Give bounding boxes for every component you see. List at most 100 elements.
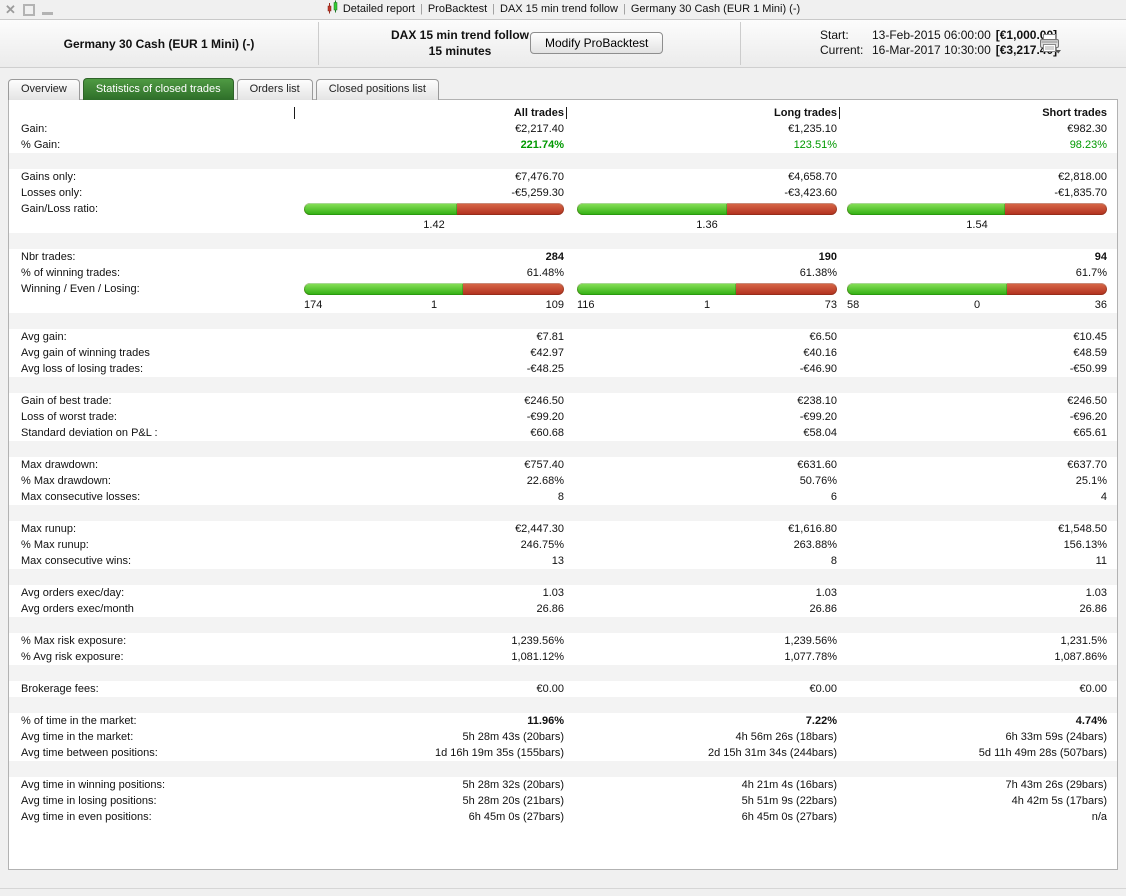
stat-value: €246.50 (524, 395, 564, 407)
stat-value: €631.60 (797, 459, 837, 471)
stat-label: Gain: (21, 123, 48, 135)
win-even-lose-values: 174 1 109 (304, 297, 564, 313)
stat-row: Avg orders exec/day: 1.03 1.03 1.03 (9, 585, 1117, 601)
modify-probacktest-button[interactable]: Modify ProBacktest (530, 32, 664, 54)
stat-value: 6h 45m 0s (27bars) (741, 811, 837, 823)
section-separator (9, 761, 1117, 777)
stat-row: % Gain: 221.74% 123.51% 98.23% (9, 137, 1117, 153)
bar-green-segment (847, 283, 1008, 295)
stat-value: €1,616.80 (788, 523, 837, 535)
stat-label: Max drawdown: (21, 459, 99, 471)
stats-section: Avg time in winning positions: 5h 28m 32s… (9, 777, 1117, 825)
stat-row: Losses only: -€5,259.30 -€3,423.60 -€1,835.… (9, 185, 1117, 201)
stat-value: -€46.90 (799, 363, 837, 375)
title-bar: ✕ Detailed report | ProBacktest | DAX 15 min… (0, 0, 1126, 20)
winning-count: 116 (577, 299, 595, 311)
stat-row: Max consecutive losses: 8 6 4 (9, 489, 1117, 505)
even-count: 1 (430, 299, 438, 311)
stat-value: 284 (545, 251, 564, 263)
stat-row: Loss of worst trade: -€99.20 -€99.20 -€96.2… (9, 409, 1117, 425)
stat-value: 11.96% (527, 715, 564, 727)
stat-row: Max consecutive wins: 13 8 11 (9, 553, 1117, 569)
section-separator (9, 233, 1117, 249)
header-divider (740, 22, 741, 65)
stat-value: 26.86 (1079, 603, 1107, 615)
even-count: 0 (973, 299, 981, 311)
candlestick-chart-icon (327, 0, 338, 14)
gain-loss-ratio-bar (847, 203, 1107, 215)
stat-row: Avg gain: €7.81 €6.50 €10.45 (9, 329, 1117, 345)
stat-value: 98.23% (1069, 139, 1107, 151)
column-divider-caret (839, 107, 840, 119)
current-label: Current: (820, 43, 864, 57)
stat-value: €982.30 (1067, 123, 1107, 135)
stat-value: 1,231.5% (1060, 635, 1107, 647)
stat-value: 25.1% (1075, 475, 1107, 487)
gain-loss-ratio-bar (577, 203, 837, 215)
stat-value: 1.03 (815, 587, 837, 599)
stat-value: 4 (1100, 491, 1107, 503)
stat-value: €48.59 (1073, 347, 1107, 359)
report-header: Germany 30 Cash (EUR 1 Mini) (-) DAX 15 … (0, 20, 1126, 68)
strategy-timeframe: 15 minutes (428, 44, 492, 58)
stat-label: Gain of best trade: (21, 395, 112, 407)
stats-section: Max runup: €2,447.30 €1,616.80 €1,548.50 % M… (9, 521, 1117, 569)
tab-orders-list[interactable]: Orders list (236, 79, 313, 100)
tab-closed-positions-list[interactable]: Closed positions list (315, 79, 439, 100)
stats-section: Max drawdown: €757.40 €631.60 €637.70 % Max … (9, 457, 1117, 505)
stat-label: % Max drawdown: (21, 475, 111, 487)
stat-value: €2,818.00 (1058, 171, 1107, 183)
tab-overview[interactable]: Overview (8, 79, 80, 100)
stat-row: Avg time in even positions: 6h 45m 0s (27… (9, 809, 1117, 825)
gain-loss-ratio-bar (304, 203, 564, 215)
start-row: Start: 13-Feb-2015 06:00:00 [€1,000.00] (820, 28, 1057, 43)
stats-section: Nbr trades: 284 190 94 % of winning trades: 6… (9, 249, 1117, 313)
stat-value: €7.81 (536, 331, 564, 343)
stat-label: Standard deviation on P&L : (21, 427, 158, 439)
print-icon[interactable] (1038, 34, 1062, 55)
stat-value: 7h 43m 26s (29bars) (1005, 779, 1108, 791)
stat-label: % Avg risk exposure: (21, 651, 124, 663)
win-even-lose-values: 116 1 73 (577, 297, 837, 313)
stats-section: Avg gain: €7.81 €6.50 €10.45 Avg gain of win… (9, 329, 1117, 377)
stat-value: 6h 33m 59s (24bars) (1005, 731, 1108, 743)
stat-row: Avg time in losing positions: 5h 28m 20s … (9, 793, 1117, 809)
stat-value: 94 (1094, 251, 1107, 263)
stat-value: -€50.99 (1069, 363, 1107, 375)
stat-label: Avg gain of winning trades (21, 347, 150, 359)
minimize-icon[interactable] (41, 12, 53, 15)
maximize-icon[interactable] (22, 3, 35, 16)
column-header: All trades (513, 107, 564, 119)
stat-value: 1.03 (1085, 587, 1107, 599)
stat-value: 26.86 (809, 603, 837, 615)
win-even-lose-bar (847, 283, 1107, 295)
stat-value: -€96.20 (1069, 411, 1107, 423)
tab-statistics-of-closed-trades[interactable]: Statistics of closed trades (82, 78, 234, 100)
stat-value: 1,239.56% (784, 635, 837, 647)
stat-label: % of winning trades: (21, 267, 121, 279)
stat-value: 2d 15h 31m 34s (244bars) (707, 747, 837, 759)
close-icon[interactable]: ✕ (5, 2, 16, 17)
stat-label: Max consecutive wins: (21, 555, 132, 567)
stat-value: 6h 45m 0s (27bars) (468, 811, 564, 823)
stat-value: 61.38% (799, 267, 837, 279)
stat-value: 26.86 (536, 603, 564, 615)
section-separator (9, 377, 1117, 393)
stat-row: Gain: €2,217.40 €1,235.10 €982.30 (9, 121, 1117, 137)
stat-label: % Gain: (21, 139, 61, 151)
stat-value: 156.13% (1063, 539, 1107, 551)
stat-row: Avg time between positions: 1d 16h 19m 35… (9, 745, 1117, 761)
stat-value: €637.70 (1067, 459, 1107, 471)
section-separator (9, 569, 1117, 585)
tab-bar: Overview Statistics of closed trades Order… (8, 78, 442, 100)
losing-count: 109 (545, 299, 565, 311)
bar-green-segment (577, 283, 736, 295)
section-separator (9, 697, 1117, 713)
stats-section: All trades Long trades Short trades Gain: €2… (9, 105, 1117, 153)
stat-label: % Max risk exposure: (21, 635, 127, 647)
title-segment: Germany 30 Cash (EUR 1 Mini) (-) (630, 3, 801, 15)
stat-value: €65.61 (1073, 427, 1107, 439)
bar-green-segment (304, 283, 464, 295)
stat-row: Gain/Loss ratio: 1.42 1.36 1.54 (9, 201, 1117, 233)
stats-section: Avg orders exec/day: 1.03 1.03 1.03 Avg orde… (9, 585, 1117, 617)
